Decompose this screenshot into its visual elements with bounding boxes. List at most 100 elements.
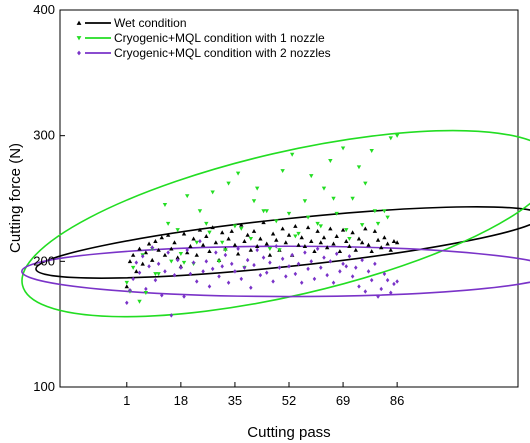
data-point-series-1 bbox=[340, 146, 346, 151]
data-point-series-0 bbox=[220, 230, 225, 235]
data-point-series-2 bbox=[210, 266, 215, 272]
data-point-series-2 bbox=[179, 265, 183, 270]
data-point-series-1 bbox=[264, 209, 269, 214]
data-point-series-1 bbox=[318, 224, 324, 229]
data-point-series-2 bbox=[268, 260, 272, 265]
data-point-series-0 bbox=[359, 240, 365, 245]
data-point-series-1 bbox=[369, 148, 374, 153]
data-point-series-2 bbox=[309, 259, 314, 264]
data-point-series-0 bbox=[312, 249, 317, 254]
data-point-series-0 bbox=[369, 249, 374, 254]
data-point-series-0 bbox=[146, 241, 152, 246]
data-point-series-0 bbox=[127, 259, 133, 264]
y-tick-label: 400 bbox=[33, 2, 55, 17]
data-point-series-1 bbox=[267, 247, 273, 251]
data-point-series-1 bbox=[165, 221, 171, 226]
y-tick-label: 100 bbox=[33, 379, 55, 394]
data-point-series-0 bbox=[274, 237, 279, 242]
data-point-series-1 bbox=[223, 248, 228, 253]
data-point-series-1 bbox=[251, 199, 257, 204]
data-point-series-2 bbox=[306, 266, 310, 272]
data-point-series-2 bbox=[338, 269, 342, 274]
data-point-series-0 bbox=[321, 235, 327, 240]
data-point-series-2 bbox=[284, 274, 288, 279]
data-point-series-1 bbox=[359, 223, 365, 228]
data-point-series-0 bbox=[344, 239, 349, 243]
data-point-series-0 bbox=[181, 231, 187, 236]
data-point-series-2 bbox=[169, 313, 174, 318]
data-point-series-0 bbox=[226, 236, 231, 241]
data-point-series-2 bbox=[328, 259, 333, 264]
data-point-series-2 bbox=[220, 264, 224, 269]
data-point-series-0 bbox=[337, 249, 343, 254]
data-point-series-0 bbox=[261, 220, 266, 225]
data-point-series-0 bbox=[375, 237, 381, 242]
data-point-series-1 bbox=[153, 272, 158, 277]
data-point-series-0 bbox=[385, 241, 390, 246]
data-point-series-2 bbox=[156, 261, 161, 267]
data-point-series-1 bbox=[220, 240, 225, 245]
data-point-series-1 bbox=[305, 215, 311, 220]
data-point-series-1 bbox=[356, 165, 362, 170]
data-point-series-2 bbox=[226, 280, 231, 285]
data-point-series-0 bbox=[363, 226, 368, 231]
data-point-series-1 bbox=[277, 248, 282, 253]
data-point-series-1 bbox=[261, 209, 266, 214]
data-point-series-2 bbox=[312, 276, 317, 282]
data-point-series-0 bbox=[299, 235, 304, 240]
data-point-series-0 bbox=[388, 247, 393, 252]
confidence-ellipse-series-1 bbox=[21, 129, 530, 318]
data-point-series-0 bbox=[159, 235, 164, 240]
data-point-series-2 bbox=[341, 261, 345, 267]
data-point-series-2 bbox=[293, 271, 298, 277]
data-point-series-0 bbox=[347, 244, 352, 249]
data-point-series-1 bbox=[197, 209, 203, 214]
data-point-series-0 bbox=[124, 284, 129, 289]
data-point-series-0 bbox=[328, 226, 333, 231]
data-point-series-1 bbox=[344, 228, 349, 233]
data-point-series-0 bbox=[156, 247, 161, 252]
data-point-series-0 bbox=[245, 232, 250, 237]
data-point-series-1 bbox=[331, 196, 336, 201]
data-point-series-2 bbox=[280, 256, 285, 262]
data-point-series-1 bbox=[124, 280, 129, 285]
data-point-series-1 bbox=[286, 211, 292, 216]
data-point-series-0 bbox=[283, 240, 289, 245]
data-point-series-1 bbox=[334, 211, 339, 216]
data-point-series-1 bbox=[226, 181, 231, 186]
data-point-series-1 bbox=[178, 252, 184, 256]
data-point-series-1 bbox=[185, 194, 190, 199]
data-point-series-2 bbox=[255, 247, 259, 253]
data-point-series-2 bbox=[172, 272, 177, 278]
data-point-series-0 bbox=[210, 225, 215, 230]
data-point-series-0 bbox=[305, 225, 311, 230]
data-point-series-2 bbox=[382, 271, 387, 277]
x-tick-label: 52 bbox=[282, 393, 296, 408]
legend-marker-series-2 bbox=[77, 50, 81, 56]
data-point-series-2 bbox=[315, 246, 320, 251]
data-point-series-0 bbox=[232, 242, 238, 247]
data-point-series-0 bbox=[165, 232, 171, 237]
data-point-series-0 bbox=[150, 257, 155, 262]
data-point-series-2 bbox=[376, 294, 380, 299]
data-point-series-0 bbox=[194, 252, 199, 257]
x-tick-label: 35 bbox=[228, 393, 242, 408]
data-point-series-2 bbox=[389, 290, 393, 295]
data-point-series-2 bbox=[233, 269, 237, 274]
data-point-series-2 bbox=[134, 260, 139, 265]
data-point-series-2 bbox=[166, 250, 170, 255]
ellipse-layer bbox=[21, 129, 530, 318]
data-point-series-1 bbox=[388, 136, 393, 141]
data-point-series-0 bbox=[242, 239, 247, 243]
data-point-series-2 bbox=[175, 257, 180, 263]
data-point-series-2 bbox=[125, 300, 129, 306]
x-tick-label: 18 bbox=[174, 393, 188, 408]
data-point-series-2 bbox=[201, 269, 205, 274]
data-point-series-2 bbox=[344, 264, 349, 269]
data-point-series-1 bbox=[162, 203, 168, 207]
data-point-series-0 bbox=[239, 222, 244, 227]
data-point-series-2 bbox=[357, 284, 361, 289]
legend-label-wet: Wet condition bbox=[114, 16, 187, 30]
data-point-series-1 bbox=[328, 159, 333, 163]
